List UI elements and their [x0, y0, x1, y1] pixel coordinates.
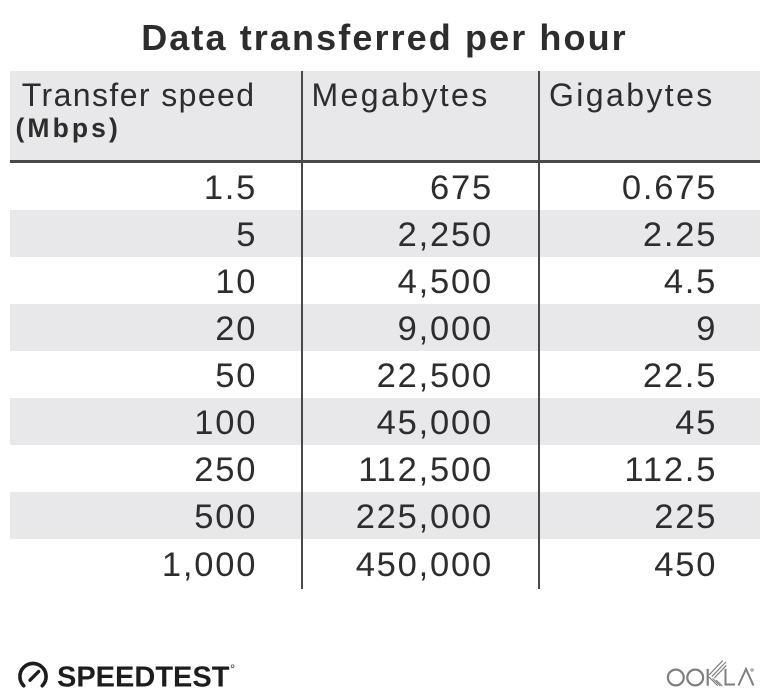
svg-text:SPEEDTEST: SPEEDTEST [57, 662, 230, 694]
